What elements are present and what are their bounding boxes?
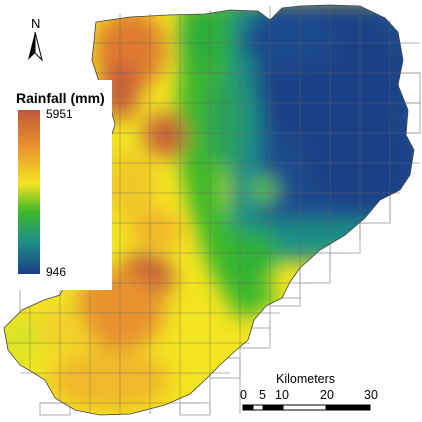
scale-tick-5: 5 <box>259 388 266 402</box>
scale-title: Kilometers <box>276 372 335 386</box>
scale-tick-20: 20 <box>320 388 334 402</box>
scale-tick-0: 0 <box>240 388 247 402</box>
legend: Rainfall (mm) 5951 946 <box>0 80 112 290</box>
legend-title: Rainfall (mm) <box>16 90 105 106</box>
legend-max-label: 5951 <box>46 107 73 121</box>
scale-bar-segments <box>242 404 371 411</box>
legend-min-label: 946 <box>46 265 66 279</box>
north-label: N <box>31 16 40 31</box>
legend-color-ramp <box>18 110 40 274</box>
scale-tick-10: 10 <box>275 388 289 402</box>
north-arrow: N <box>28 16 43 62</box>
scale-bar: Kilometers 0 5 10 20 30 <box>240 372 378 411</box>
scale-tick-30: 30 <box>364 388 378 402</box>
north-arrow-icon <box>28 31 43 62</box>
